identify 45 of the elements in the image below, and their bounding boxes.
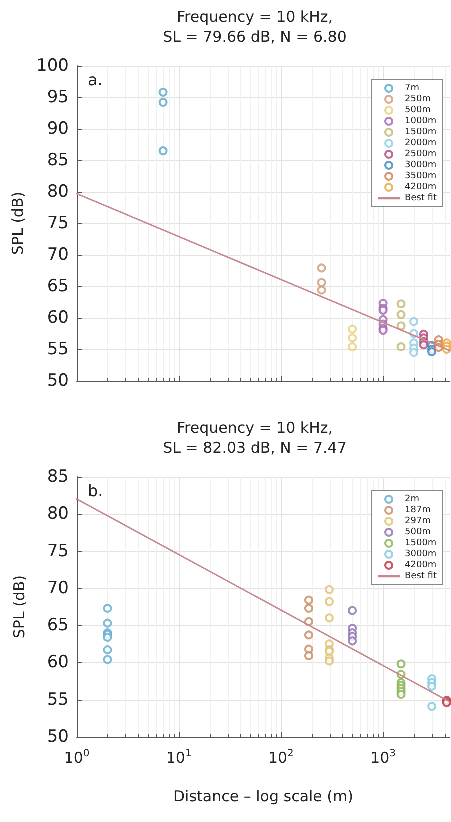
legend-label: 297m	[405, 516, 431, 526]
y-tick-label: 75	[47, 214, 69, 234]
legend-label: 3000m	[405, 160, 437, 170]
y-tick-label: 75	[47, 541, 69, 562]
y-tick-label: 55	[47, 690, 69, 710]
legend-label: 1500m	[405, 128, 437, 138]
legend-label: 2000m	[405, 138, 437, 148]
legend-label: 7m	[405, 84, 420, 94]
legend-label: 1500m	[405, 538, 437, 548]
y-tick-label: 60	[47, 308, 69, 328]
y-tick-label: 85	[47, 150, 69, 170]
y-tick-label: 50	[47, 371, 69, 391]
chart-title: Frequency = 10 kHz, SL = 82.03 dB, N = 7.47	[163, 419, 347, 457]
legend-label: 1000m	[405, 116, 437, 126]
legend-label: 3000m	[405, 550, 437, 560]
y-axis-title: SPL (dB)	[9, 192, 28, 256]
y-tick-label: 60	[47, 652, 69, 673]
legend-label: 187m	[405, 506, 431, 516]
legend-label: 250m	[405, 94, 431, 104]
legend-label: Best fit	[405, 572, 438, 582]
annotation: a.	[88, 70, 103, 90]
y-tick-label: 95	[47, 88, 69, 108]
y-tick-label: 90	[47, 119, 69, 139]
y-tick-label: 55	[47, 340, 69, 360]
y-tick-label: 50	[47, 727, 69, 747]
annotation: b.	[88, 482, 104, 500]
legend-label: Best fit	[405, 194, 438, 204]
legend-label: 2500m	[405, 150, 437, 160]
y-axis-title: SPL (dB)	[10, 575, 28, 639]
y-tick-label: 65	[47, 616, 69, 636]
legend-label: 4200m	[405, 560, 437, 570]
legend-label: 2m	[405, 494, 420, 504]
y-tick-label: 85	[47, 467, 69, 487]
y-tick-label: 100	[36, 56, 69, 76]
y-tick-label: 80	[47, 504, 69, 524]
y-tick-label: 70	[47, 578, 69, 598]
y-tick-label: 80	[47, 182, 69, 202]
x-axis-title: Distance – log scale (m)	[174, 788, 354, 806]
legend-label: 500m	[405, 528, 431, 538]
legend-label: 500m	[405, 106, 431, 116]
chart-title: Frequency = 10 kHz, SL = 79.66 dB, N = 6.80	[163, 8, 347, 46]
y-tick-label: 65	[47, 276, 69, 296]
y-tick-label: 70	[47, 245, 69, 265]
legend-label: 4200m	[405, 182, 437, 192]
legend-label: 3500m	[405, 172, 437, 182]
